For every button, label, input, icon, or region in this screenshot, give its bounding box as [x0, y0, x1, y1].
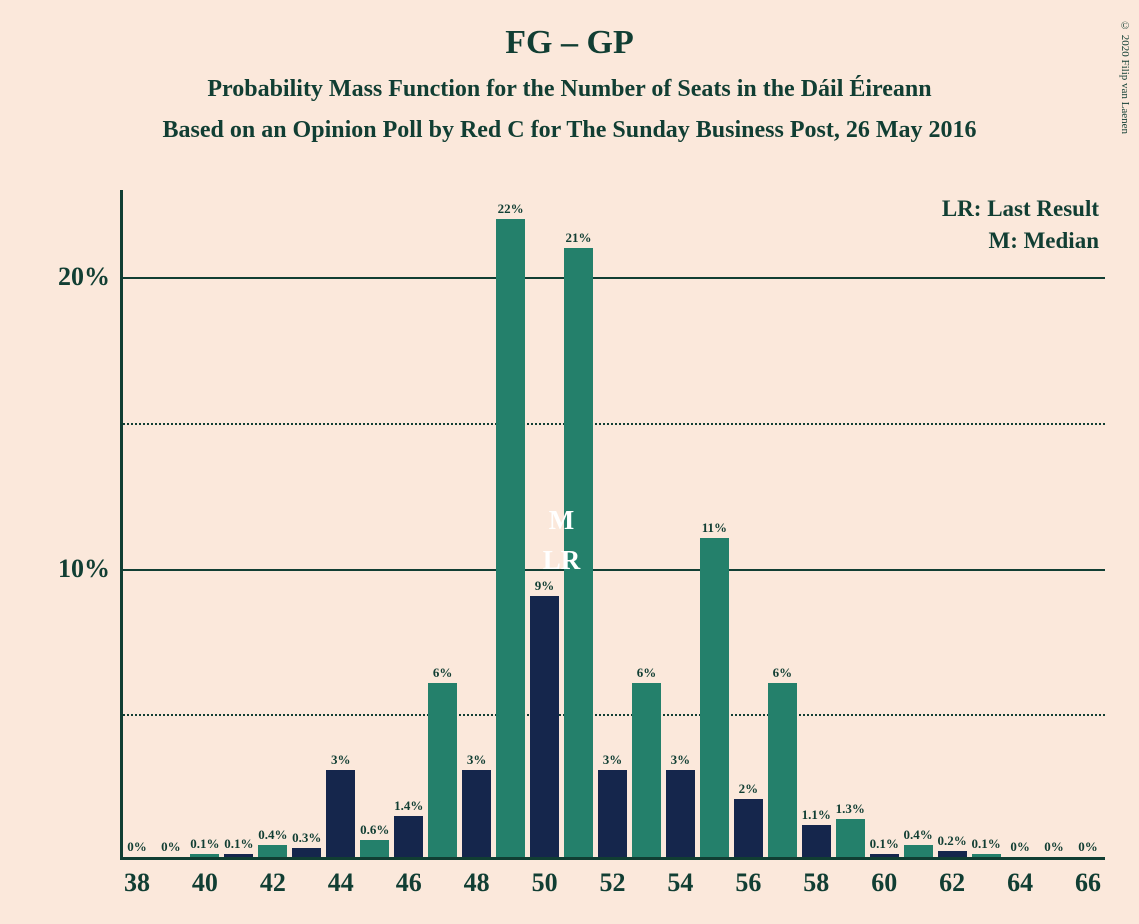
bar-value-label: 0.1% — [971, 836, 1000, 852]
bar-value-label: 1.3% — [836, 801, 865, 817]
chart-subtitle-2: Based on an Opinion Poll by Red C for Th… — [0, 117, 1139, 144]
chart-title: FG – GP — [0, 0, 1139, 62]
bar: 6% — [632, 683, 661, 857]
bar: 3% — [326, 770, 355, 857]
y-axis — [120, 190, 123, 860]
x-tick-label: 52 — [600, 868, 626, 898]
bar: 6% — [428, 683, 457, 857]
bar: 0.1% — [224, 854, 253, 857]
bar: 2% — [734, 799, 763, 857]
bar-value-label: 0.3% — [292, 830, 321, 846]
x-tick-label: 46 — [396, 868, 422, 898]
bar: 0.1% — [972, 854, 1001, 857]
y-tick-label: 10% — [58, 554, 110, 584]
bar: 3% — [598, 770, 627, 857]
chart-annotation: LR — [543, 545, 581, 576]
copyright-text: © 2020 Filip van Laenen — [1119, 20, 1131, 134]
bar-value-label: 0.6% — [360, 822, 389, 838]
bar-value-label: 3% — [603, 752, 623, 768]
x-tick-label: 58 — [803, 868, 829, 898]
bar-value-label: 0% — [1010, 839, 1030, 855]
bar-value-label: 3% — [467, 752, 487, 768]
chart-plot-area: 10%20%0%0%0.1%0.1%0.4%0.3%3%0.6%1.4%6%3%… — [120, 190, 1105, 860]
bar-value-label: 3% — [331, 752, 351, 768]
bar-value-label: 0% — [1044, 839, 1064, 855]
bar: 6% — [768, 683, 797, 857]
bar: 0.3% — [292, 848, 321, 857]
bar-value-label: 0% — [127, 839, 147, 855]
bar-value-label: 0.1% — [870, 836, 899, 852]
gridline-minor — [120, 423, 1105, 425]
bar-value-label: 11% — [702, 520, 727, 536]
bar-value-label: 0% — [161, 839, 181, 855]
bar: 0.4% — [904, 845, 933, 857]
bar-value-label: 22% — [498, 201, 524, 217]
chart-annotation: M — [549, 505, 574, 536]
gridline-minor — [120, 714, 1105, 716]
bar-value-label: 6% — [773, 665, 793, 681]
bar-value-label: 6% — [433, 665, 453, 681]
bar-value-label: 1.4% — [394, 798, 423, 814]
x-tick-label: 38 — [124, 868, 150, 898]
x-tick-label: 44 — [328, 868, 354, 898]
bar: 11% — [700, 538, 729, 857]
bar-value-label: 0% — [1078, 839, 1098, 855]
bar: 1.3% — [836, 819, 865, 857]
x-tick-label: 48 — [464, 868, 490, 898]
x-tick-label: 62 — [939, 868, 965, 898]
gridline — [120, 277, 1105, 279]
bar-value-label: 1.1% — [802, 807, 831, 823]
bar: 3% — [462, 770, 491, 857]
bar-value-label: 0.1% — [190, 836, 219, 852]
bar: 0.1% — [190, 854, 219, 857]
bar-value-label: 0.2% — [938, 833, 967, 849]
bar: 0.6% — [360, 840, 389, 857]
x-tick-label: 50 — [532, 868, 558, 898]
bar: 0.2% — [938, 851, 967, 857]
x-axis — [120, 857, 1105, 860]
x-tick-label: 56 — [735, 868, 761, 898]
x-tick-label: 64 — [1007, 868, 1033, 898]
x-tick-label: 60 — [871, 868, 897, 898]
bar: 9% — [530, 596, 559, 857]
bar-value-label: 0.1% — [224, 836, 253, 852]
x-tick-label: 42 — [260, 868, 286, 898]
x-tick-label: 66 — [1075, 868, 1101, 898]
y-tick-label: 20% — [58, 262, 110, 292]
x-tick-label: 54 — [667, 868, 693, 898]
bar-value-label: 2% — [739, 781, 759, 797]
bar: 0.1% — [870, 854, 899, 857]
gridline — [120, 569, 1105, 571]
bar-value-label: 3% — [671, 752, 691, 768]
bar-value-label: 9% — [535, 578, 555, 594]
x-tick-label: 40 — [192, 868, 218, 898]
bar-value-label: 0.4% — [904, 827, 933, 843]
bar-value-label: 21% — [566, 230, 592, 246]
bar: 1.4% — [394, 816, 423, 857]
chart-subtitle-1: Probability Mass Function for the Number… — [0, 76, 1139, 103]
bar: 0.4% — [258, 845, 287, 857]
bar: 22% — [496, 219, 525, 857]
bar-value-label: 6% — [637, 665, 657, 681]
bar-value-label: 0.4% — [258, 827, 287, 843]
bar: 3% — [666, 770, 695, 857]
bar: 1.1% — [802, 825, 831, 857]
